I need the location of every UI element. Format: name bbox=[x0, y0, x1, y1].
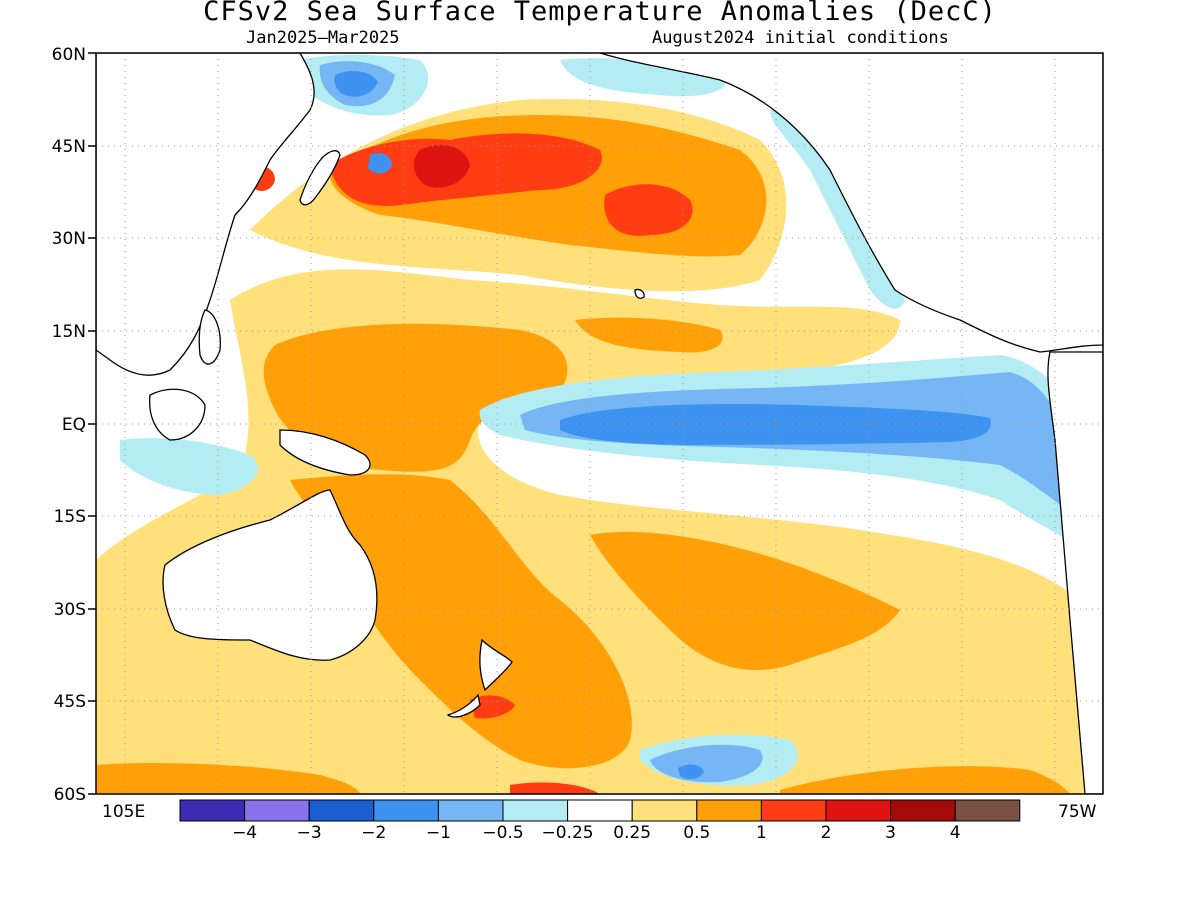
colorbar-label: −1 bbox=[425, 823, 451, 843]
colorbar-swatch bbox=[696, 799, 762, 822]
new-guinea-land bbox=[279, 429, 371, 476]
warm-region-south-band bbox=[96, 763, 360, 794]
initial-conditions: August2024 initial conditions bbox=[652, 28, 949, 48]
colorbar-swatch bbox=[954, 799, 1021, 822]
warm-region-south-central bbox=[590, 531, 900, 671]
asia-land bbox=[96, 53, 315, 376]
lat-label-45s: 45S bbox=[53, 692, 86, 712]
cool-region-south-pacific-core bbox=[650, 744, 763, 783]
philippines-land bbox=[198, 309, 221, 365]
new-zealand-north-land bbox=[479, 638, 513, 692]
colorbar-label: 0.25 bbox=[613, 823, 652, 843]
colorbar-swatch bbox=[890, 799, 956, 822]
colorbar-label: −4 bbox=[232, 823, 258, 843]
colorbar-swatch bbox=[244, 799, 310, 822]
colorbar bbox=[179, 799, 1021, 822]
anomaly-field bbox=[96, 53, 1103, 794]
colorbar-swatch bbox=[308, 799, 375, 822]
lat-label-45n: 45N bbox=[51, 137, 86, 157]
hot-region-south-edge bbox=[510, 782, 600, 794]
colorbar-swatch bbox=[760, 799, 827, 822]
lat-label-eq: EQ bbox=[61, 415, 86, 435]
cool-region-equatorial-core bbox=[560, 403, 991, 445]
cool-region-okhotsk bbox=[368, 153, 392, 174]
lon-label-west: 105E bbox=[102, 802, 146, 822]
colorbar-swatch bbox=[179, 799, 246, 822]
lat-label-30n: 30N bbox=[51, 229, 86, 249]
hot-region-north-central bbox=[604, 184, 693, 236]
warm-region-southeast-band bbox=[780, 766, 1070, 794]
hot-region-new-zealand bbox=[470, 695, 515, 719]
colorbar-label: 4 bbox=[949, 823, 961, 843]
warm-region-south-pacific bbox=[290, 474, 632, 769]
colorbar-label: 1 bbox=[755, 823, 767, 843]
colorbar-label: −3 bbox=[296, 823, 322, 843]
colorbar-swatch bbox=[825, 799, 892, 822]
north-america-land bbox=[599, 53, 1103, 353]
colorbar-label: −0.5 bbox=[482, 823, 524, 843]
lon-label-east: 75W bbox=[1058, 802, 1097, 822]
very-hot-region-kuroshio bbox=[413, 145, 470, 188]
lat-label-30s: 30S bbox=[53, 600, 86, 620]
lat-label-60n: 60N bbox=[51, 45, 86, 65]
colorbar-label: 2 bbox=[820, 823, 832, 843]
cool-region-bering-core bbox=[334, 70, 378, 97]
colorbar-label: −0.25 bbox=[541, 823, 594, 843]
colorbar-label: 3 bbox=[885, 823, 896, 843]
lat-label-60s: 60S bbox=[53, 785, 86, 805]
japan-land bbox=[299, 150, 341, 206]
colorbar-swatch bbox=[631, 799, 698, 822]
australia-land bbox=[162, 489, 378, 661]
cool-region-south-pacific-blue bbox=[678, 764, 704, 780]
colorbar-swatch bbox=[437, 799, 504, 822]
forecast-period: Jan2025—Mar2025 bbox=[246, 28, 400, 48]
lat-ticks bbox=[88, 52, 96, 795]
colorbar-label: 0.5 bbox=[683, 823, 711, 843]
warm-region-tropical bbox=[263, 323, 568, 472]
colorbar-swatch bbox=[502, 799, 569, 822]
lat-label-15s: 15S bbox=[53, 507, 86, 527]
borneo-land bbox=[149, 388, 206, 441]
south-america-land bbox=[1047, 351, 1103, 794]
warm-region-mid-pacific bbox=[575, 317, 723, 353]
lat-label-15n: 15N bbox=[51, 322, 86, 342]
map-title: CFSv2 Sea Surface Temperature Anomalies … bbox=[203, 0, 997, 27]
cool-region-indonesia bbox=[120, 438, 259, 495]
hawaii-land bbox=[634, 288, 645, 299]
cool-region-california bbox=[770, 108, 905, 309]
new-zealand-south-land bbox=[446, 693, 481, 718]
colorbar-swatch bbox=[373, 799, 439, 822]
colorbar-swatch bbox=[567, 799, 633, 822]
colorbar-label: −2 bbox=[361, 823, 387, 843]
land-masses bbox=[96, 53, 1103, 794]
